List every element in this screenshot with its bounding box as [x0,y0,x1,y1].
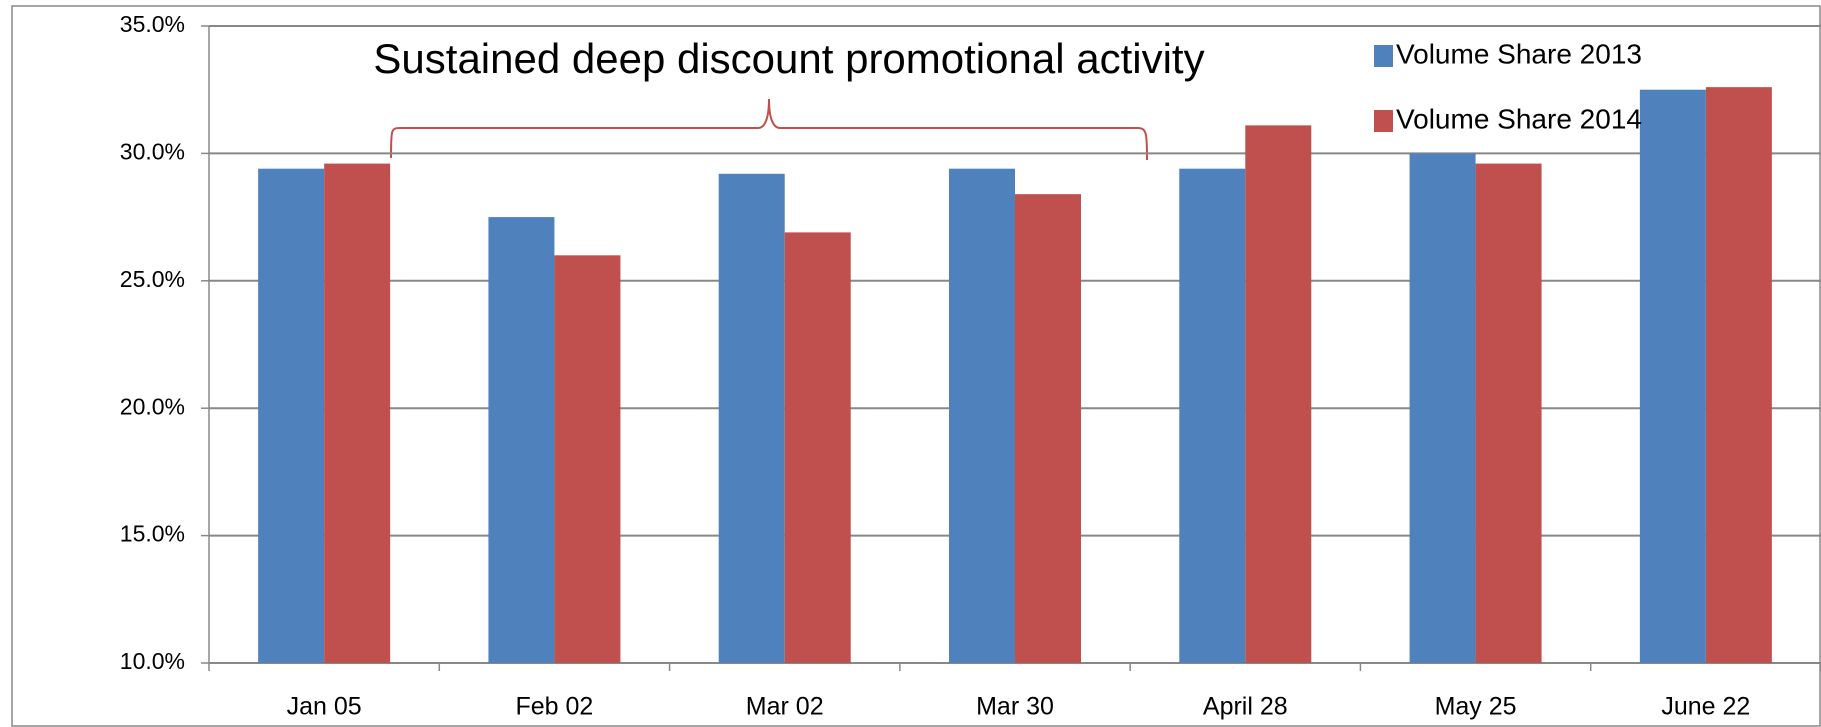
chart-frame [11,5,1821,727]
x-tick-label: Mar 30 [976,693,1054,721]
y-tick-label: 10.0% [120,648,185,674]
x-tick-label: Feb 02 [516,693,594,721]
bar [1409,153,1476,663]
bar [1475,163,1542,664]
bar [258,168,325,664]
y-tick-label: 15.0% [120,521,185,547]
bar [1705,87,1772,664]
bar [718,173,785,663]
bar [488,217,555,663]
x-tick-label: June 22 [1661,693,1750,721]
y-tick-label: 35.0% [120,11,185,37]
x-tick-label: April 28 [1203,693,1288,721]
bar [1179,168,1246,664]
y-tick-label: 25.0% [120,266,185,292]
x-tick-label: Mar 02 [746,693,824,721]
bar [784,232,851,663]
bar [949,168,1015,664]
y-tick-label: 30.0% [120,138,185,164]
x-tick-label: Jan 05 [287,693,362,721]
bar [554,255,621,663]
y-tick-label: 20.0% [120,393,185,419]
legend-label: Volume Share 2013 [1396,38,1642,69]
annotation-brace [390,98,1148,161]
legend-label: Volume Share 2014 [1396,103,1642,134]
bar [1639,89,1706,663]
bar [324,163,391,664]
bar [1245,125,1312,663]
annotation: Sustained deep discount promotional acti… [373,35,1204,82]
bar [1015,194,1081,663]
x-tick-label: May 25 [1435,693,1517,721]
legend-swatch [1374,45,1393,67]
legend-swatch [1374,110,1393,132]
